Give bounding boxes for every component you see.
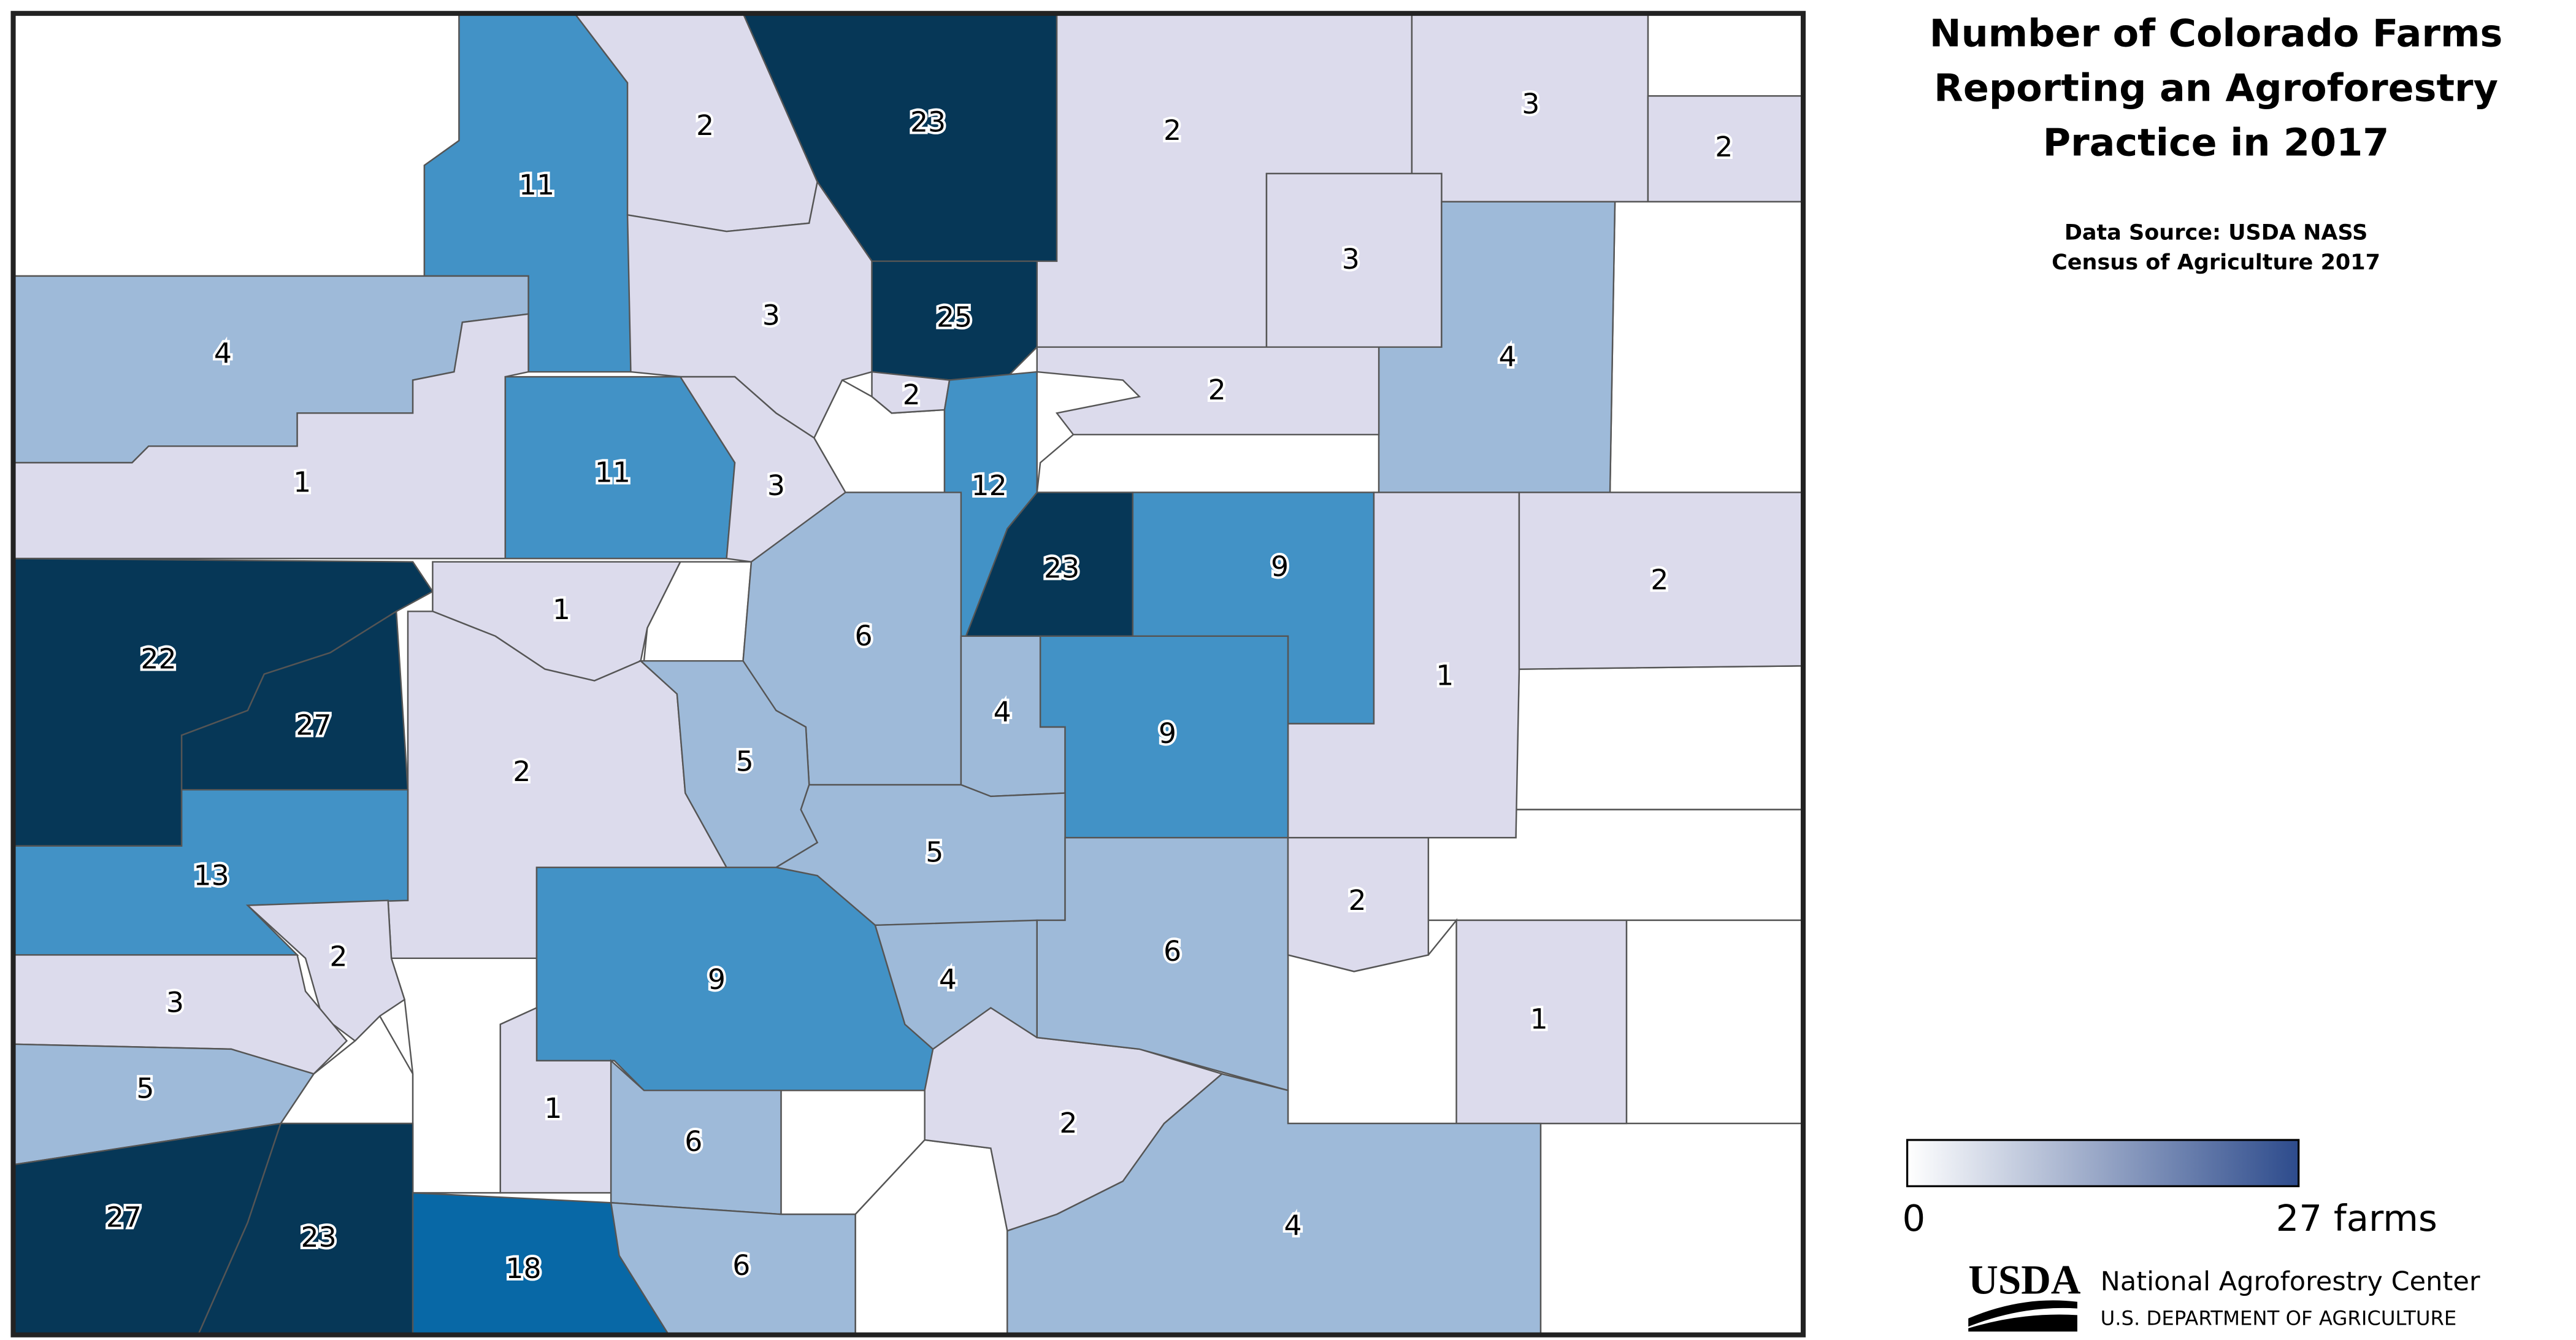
county [245,899,406,1042]
legend-max-label: 27 farms [2276,1197,2437,1239]
county-value-label: 6 [1163,935,1181,968]
county-value-label: 6 [732,1249,750,1282]
county-value-label: 2 [1349,884,1367,917]
county-no-data [1515,665,1804,811]
counties [12,12,1804,1336]
county-no-data [1625,919,1804,1125]
county-value-label: 23 [1044,552,1079,585]
county-value-label: 23 [301,1221,337,1253]
county-value-label: 9 [1159,717,1176,750]
county-value-label: 2 [1715,131,1733,163]
county-value-label: 13 [194,859,229,891]
state-border [10,10,1806,1338]
agency-name: National Agroforestry Center [2101,1266,2480,1297]
county-value-label: 2 [329,940,347,972]
source-line: Data Source: USDA NASS [2064,221,2367,245]
county-no-data [1036,434,1380,493]
county [1287,837,1430,972]
county-value-label: 5 [736,745,754,778]
county-value-label: 3 [1522,88,1539,120]
county [1455,919,1628,1125]
county-no-data [12,12,460,277]
county-value-label: 1 [1530,1003,1548,1036]
county-value-label: 4 [1499,341,1517,373]
county-value-label: 6 [684,1125,702,1158]
county-value-label: 11 [595,456,631,488]
title-line: Practice in 2017 [2043,120,2390,164]
county-value-label: 4 [1284,1209,1302,1242]
county-value-label: 1 [293,466,311,499]
county [1036,837,1289,1092]
county-no-data [1647,12,1804,97]
county-value-label: 3 [1342,243,1360,275]
county-value-label: 18 [505,1252,541,1285]
county-value-label: 5 [136,1072,154,1105]
county-value-label: 25 [937,301,972,333]
county-value-label: 9 [1271,550,1289,583]
county-no-data [1609,201,1804,493]
county-value-label: 5 [926,836,943,869]
county-no-data [1539,1122,1804,1336]
title-line: Number of Colorado Farms [1930,12,2503,56]
county-value-label: 2 [513,755,531,788]
county-value-label: 22 [140,643,176,676]
county-value-label: 3 [767,469,785,502]
county-value-label: 6 [855,620,873,652]
county [1036,346,1380,436]
department-name: U.S. DEPARTMENT OF AGRICULTURE [2101,1307,2457,1330]
county-value-label: 23 [910,106,946,139]
source-line: Census of Agriculture 2017 [2052,250,2380,275]
county-value-label: 2 [903,379,921,411]
usda-swoosh [1968,1300,2077,1332]
county [610,1059,782,1215]
county-value-label: 2 [1650,563,1668,596]
county-value-label: 1 [544,1092,562,1125]
county-value-label: 12 [972,469,1007,502]
county-value-label: 11 [519,169,554,201]
county-value-label: 2 [1059,1107,1077,1139]
county-value-label: 27 [296,709,331,741]
county-value-label: 4 [214,337,232,370]
county-value-label: 4 [994,696,1011,728]
county-value-label: 2 [1163,114,1181,147]
county-value-label: 9 [708,963,726,996]
county-value-label: 4 [939,963,957,996]
county-value-label: 3 [166,987,184,1019]
county-value-label: 2 [696,109,714,142]
county-value-label: 2 [1208,374,1226,406]
legend-gradient [1906,1139,2300,1187]
county-value-label: 3 [762,299,780,332]
county-value-label: 1 [553,593,570,626]
usda-mark: USDA [1968,1257,2081,1303]
legend-min-label: 0 [1903,1197,1926,1239]
title-line: Reporting an Agroforestry [1934,66,2498,110]
county-value-label: 1 [1436,660,1454,692]
county-value-label: 27 [106,1201,142,1234]
county [871,371,951,414]
